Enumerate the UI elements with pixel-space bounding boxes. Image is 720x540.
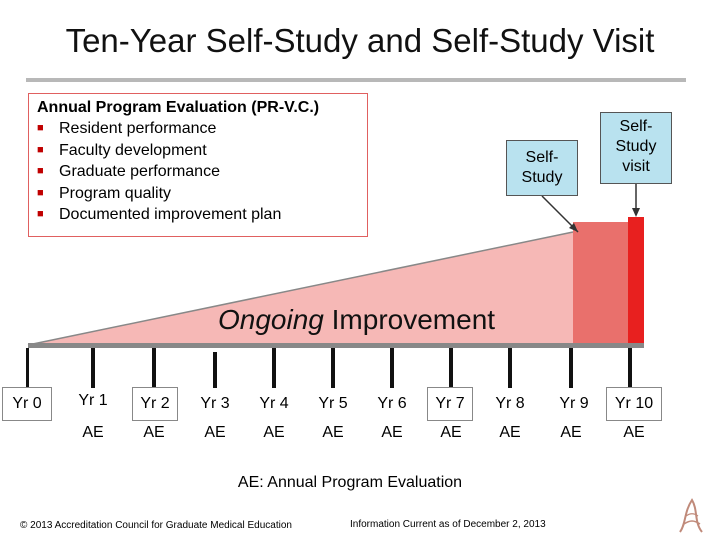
copyright-footer: © 2013 Accreditation Council for Graduat… bbox=[20, 520, 292, 531]
tick-yr5 bbox=[331, 348, 335, 388]
year-label-9: Yr 9 bbox=[559, 395, 589, 412]
timeline-axis bbox=[28, 343, 644, 348]
annual-evaluation-list: ■ Resident performance ■ Faculty developme… bbox=[37, 118, 367, 226]
list-item: ■ Resident performance bbox=[37, 118, 367, 140]
list-item: ■ Faculty development bbox=[37, 140, 367, 162]
year-label-3: Yr 3 bbox=[200, 395, 230, 412]
ae-legend: AE: Annual Program Evaluation bbox=[237, 474, 463, 491]
year-label-6: Yr 6 bbox=[377, 395, 407, 412]
list-item: ■ Graduate performance bbox=[37, 161, 367, 183]
acgme-logo-icon bbox=[679, 498, 703, 533]
year-label-1: Yr 1 bbox=[78, 392, 108, 409]
ae-label-9: AE bbox=[560, 424, 582, 441]
ae-label-1: AE bbox=[82, 424, 104, 441]
self-study-visit-callout: Self- Study visit bbox=[600, 112, 672, 184]
tick-yr7 bbox=[449, 348, 453, 388]
list-item: ■ Documented improvement plan bbox=[37, 204, 367, 226]
tick-yr2 bbox=[152, 348, 156, 388]
year-label-2: Yr 2 bbox=[132, 387, 178, 421]
square-bullet-icon: ■ bbox=[37, 143, 44, 156]
tick-yr6 bbox=[390, 348, 394, 388]
tick-yr0 bbox=[26, 348, 29, 388]
annual-evaluation-heading: Annual Program Evaluation (PR-V.C.) bbox=[37, 99, 320, 116]
ongoing-improvement-label: Ongoing Improvement bbox=[218, 304, 496, 335]
tick-yr4 bbox=[272, 348, 276, 388]
tick-yr10 bbox=[628, 348, 632, 388]
visit-band bbox=[628, 217, 644, 345]
timeline-ticks bbox=[91, 348, 632, 388]
year-label-7: Yr 7 bbox=[427, 387, 473, 421]
tick-yr1 bbox=[91, 348, 95, 388]
ae-label-3: AE bbox=[204, 424, 226, 441]
year-label-10: Yr 10 bbox=[606, 387, 662, 421]
annual-evaluation-box: Annual Program Evaluation (PR-V.C.) ■ Res… bbox=[28, 93, 368, 237]
info-date-footer: Information Current as of December 2, 20… bbox=[350, 519, 546, 530]
square-bullet-icon: ■ bbox=[37, 208, 44, 220]
square-bullet-icon: ■ bbox=[37, 165, 44, 177]
ae-label-10: AE bbox=[623, 424, 645, 441]
page-title: Ten-Year Self-Study and Self-Study Visit bbox=[65, 22, 655, 59]
ae-label-7: AE bbox=[440, 424, 462, 441]
ae-label-8: AE bbox=[499, 424, 521, 441]
tick-yr9 bbox=[569, 348, 573, 388]
square-bullet-icon: ■ bbox=[37, 122, 44, 134]
year-label-5: Yr 5 bbox=[318, 395, 348, 412]
ae-label-2: AE bbox=[143, 424, 165, 441]
self-study-band bbox=[573, 222, 628, 345]
self-study-callout: Self- Study bbox=[506, 140, 578, 196]
ae-label-4: AE bbox=[263, 424, 285, 441]
wedge-top-edge bbox=[27, 231, 574, 346]
year-label-0: Yr 0 bbox=[2, 387, 52, 421]
title-divider bbox=[26, 78, 686, 82]
square-bullet-icon: ■ bbox=[37, 186, 44, 199]
ae-label-6: AE bbox=[381, 424, 403, 441]
year-label-8: Yr 8 bbox=[495, 395, 525, 412]
tick-yr3 bbox=[213, 352, 217, 388]
tick-yr8 bbox=[508, 348, 512, 388]
ae-label-5: AE bbox=[322, 424, 344, 441]
list-item: ■ Program quality bbox=[37, 183, 367, 205]
year-label-4: Yr 4 bbox=[259, 395, 289, 412]
